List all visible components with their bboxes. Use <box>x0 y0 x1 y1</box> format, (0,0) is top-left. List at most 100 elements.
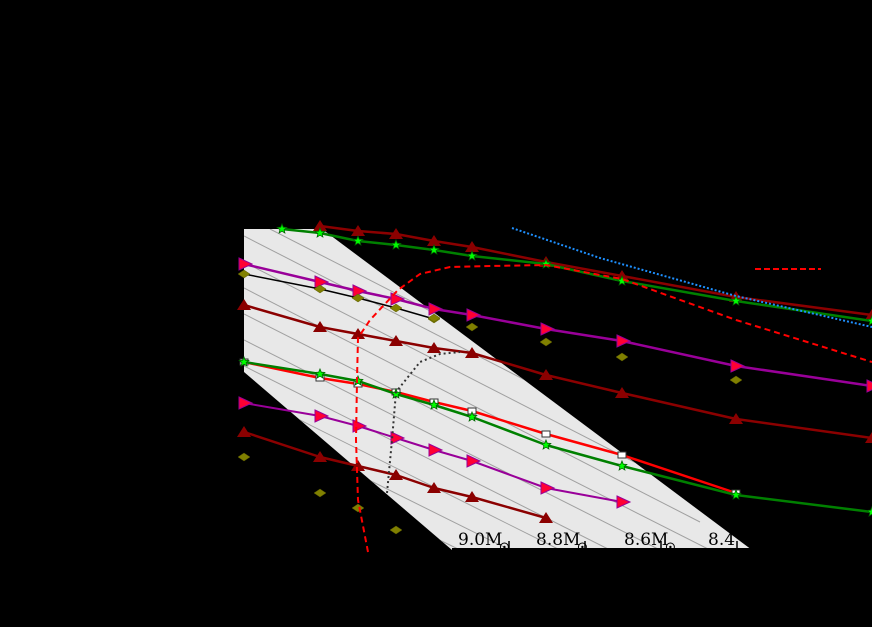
triangle-right-marker <box>352 284 368 298</box>
square-marker <box>541 430 551 438</box>
star-marker <box>466 249 478 261</box>
data-series <box>237 220 872 553</box>
diamond-marker <box>729 375 743 385</box>
series-line <box>281 227 872 323</box>
mass-label: 8.4 <box>708 530 735 550</box>
triangle-marker <box>237 426 251 437</box>
star-marker <box>730 488 742 500</box>
series-line <box>386 351 461 494</box>
diamond-marker <box>465 322 479 332</box>
sun-symbol-dot <box>503 545 506 549</box>
series-magenta-right-triangles <box>238 257 872 393</box>
contour-line <box>244 313 711 550</box>
triangle-right-marker <box>866 379 872 393</box>
series-top-green-stars <box>276 222 872 326</box>
triangle-right-marker <box>616 334 632 348</box>
triangle-marker <box>865 432 872 443</box>
triangle-marker <box>427 482 441 493</box>
star-marker <box>238 355 250 367</box>
triangle-right-marker <box>390 431 406 445</box>
diamond-marker <box>389 303 403 313</box>
series-line <box>243 262 872 388</box>
diamond-marker <box>615 352 629 362</box>
triangle-marker <box>539 512 553 523</box>
star-marker <box>390 387 402 399</box>
triangle-right-marker <box>238 257 254 271</box>
sun-symbol-dot <box>581 545 584 549</box>
star-marker <box>466 410 478 422</box>
series-mid-darkred-triangles <box>237 299 872 443</box>
diamond-marker <box>539 337 553 347</box>
series-line <box>243 402 623 503</box>
star-marker <box>352 374 364 386</box>
triangle-marker <box>313 451 327 462</box>
series-line <box>243 360 872 514</box>
sun-symbol-dot <box>669 545 672 549</box>
mass-label: 9.0M <box>458 530 502 550</box>
diamond-marker <box>351 503 365 513</box>
triangle-marker <box>427 342 441 353</box>
star-marker <box>390 238 402 250</box>
triangle-right-marker <box>730 359 746 373</box>
series-black-olive-diamonds <box>237 269 441 324</box>
sun-symbol-icon <box>577 542 587 552</box>
star-marker <box>540 257 552 269</box>
star-marker <box>540 438 552 450</box>
mass-labels: 9.0M 8.8M 8.6M 8.4 <box>452 530 752 552</box>
diamond-marker <box>351 293 365 303</box>
triangle-right-marker <box>428 443 444 457</box>
diamond-marker <box>427 313 441 323</box>
series-line <box>355 264 872 553</box>
triangle-marker <box>313 321 327 332</box>
contour-line <box>244 261 641 466</box>
sun-symbol-icon <box>665 542 675 552</box>
star-marker <box>428 243 440 255</box>
triangle-marker <box>465 241 479 252</box>
contour-line <box>244 339 661 550</box>
series-low-darkred-triangles <box>237 426 553 523</box>
triangle-marker <box>427 235 441 246</box>
square-marker <box>617 451 627 459</box>
triangle-right-marker <box>616 495 632 509</box>
diamond-marker <box>237 269 251 279</box>
triangle-right-marker <box>314 275 330 289</box>
triangle-marker <box>539 369 553 380</box>
mass-label: 8.8M <box>536 530 580 550</box>
triangle-right-marker <box>540 322 556 336</box>
triangle-right-marker <box>466 454 482 468</box>
series-olive-diamonds-scatter <box>237 313 743 535</box>
series-green-stars-low <box>238 355 872 517</box>
triangle-right-marker <box>540 481 556 495</box>
series-magenta-right-triangles-low <box>238 396 632 509</box>
star-marker <box>866 505 872 517</box>
triangle-right-marker <box>238 396 254 410</box>
diamond-marker <box>313 284 327 294</box>
triangle-marker <box>865 309 872 320</box>
triangle-marker <box>729 413 743 424</box>
mass-label: 8.6M <box>624 530 668 550</box>
series-line <box>243 303 872 440</box>
triangle-marker <box>351 328 365 339</box>
shaded-region <box>244 229 752 550</box>
star-marker <box>428 398 440 410</box>
triangle-right-marker <box>390 292 406 306</box>
star-marker <box>730 294 742 306</box>
diamond-marker <box>389 525 403 535</box>
triangle-marker <box>465 491 479 502</box>
triangle-right-marker <box>428 302 444 316</box>
triangle-marker <box>389 469 403 480</box>
triangle-marker <box>389 228 403 239</box>
star-marker <box>352 234 364 246</box>
star-marker <box>276 222 288 234</box>
triangle-right-marker <box>466 308 482 322</box>
star-marker <box>314 367 326 379</box>
triangle-marker <box>465 347 479 358</box>
star-marker <box>616 459 628 471</box>
diamond-marker <box>237 452 251 462</box>
triangle-marker <box>389 335 403 346</box>
triangle-marker <box>351 225 365 236</box>
triangle-right-marker <box>314 409 330 423</box>
sun-symbol-icon <box>499 542 509 552</box>
triangle-marker <box>237 299 251 310</box>
